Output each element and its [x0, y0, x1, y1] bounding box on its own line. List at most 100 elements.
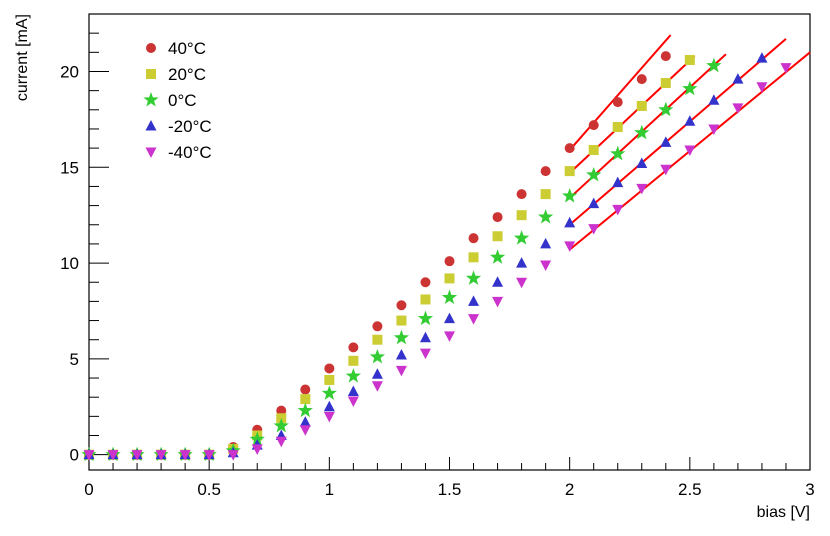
data-point-4: [540, 260, 552, 271]
data-point-3: [732, 73, 744, 84]
data-point-4: [179, 450, 191, 461]
data-point-1: [588, 145, 599, 156]
y-axis-title: current [mA]: [14, 14, 31, 101]
data-point-2: [369, 348, 386, 364]
data-point-3: [395, 349, 407, 360]
data-point-0: [348, 342, 359, 353]
data-point-3: [468, 295, 480, 306]
data-point-4: [444, 331, 455, 342]
fit-line-0: [568, 34, 672, 151]
data-point-2: [562, 188, 578, 203]
data-point-4: [732, 103, 744, 114]
data-point-1: [612, 122, 623, 133]
data-point-3: [660, 136, 672, 147]
legend-label-3: -20°C: [168, 117, 212, 136]
data-point-4: [323, 411, 335, 423]
x-tick-label: 0.5: [197, 480, 221, 499]
data-point-0: [540, 166, 551, 177]
data-point-3: [347, 385, 359, 396]
y-tick-label: 10: [60, 254, 79, 273]
data-point-4: [227, 450, 239, 461]
x-tick-labels: 0 0.5 1 1.5 2 2.5 3: [84, 480, 814, 499]
data-point-3: [708, 94, 720, 105]
x-tick-label: 3: [805, 480, 814, 499]
data-point-4: [155, 450, 167, 461]
data-point-3: [371, 368, 383, 379]
x-tick-label: 1: [325, 480, 334, 499]
legend-label-0: 40°C: [168, 39, 206, 58]
data-points: [81, 51, 792, 462]
data-point-2: [682, 80, 698, 96]
data-point-0: [276, 405, 287, 416]
data-point-3: [516, 257, 528, 268]
data-point-4: [588, 224, 600, 235]
data-point-0: [612, 97, 623, 108]
data-point-2: [658, 101, 674, 117]
y-tick-label: 5: [70, 350, 79, 369]
data-point-2: [249, 431, 265, 446]
data-point-4: [251, 444, 263, 455]
legend-marker-1: [146, 69, 156, 79]
data-point-1: [564, 166, 575, 177]
data-point-1: [300, 394, 311, 405]
data-point-2: [538, 209, 554, 224]
data-point-4: [756, 82, 768, 93]
data-point-2: [634, 124, 650, 140]
data-point-2: [345, 368, 361, 383]
data-point-2: [465, 270, 482, 285]
data-point-2: [417, 310, 434, 326]
legend: 40°C 20°C 0°C -20°C -40°C: [143, 39, 212, 162]
data-point-0: [660, 51, 671, 62]
data-point-1: [660, 77, 671, 88]
data-point-1: [396, 315, 407, 326]
legend-marker-2: [143, 92, 159, 107]
data-point-0: [396, 300, 407, 311]
data-point-3: [299, 416, 311, 427]
data-point-2: [393, 329, 410, 345]
data-point-1: [492, 231, 503, 242]
data-point-3: [323, 400, 335, 412]
data-point-0: [588, 120, 599, 131]
data-point-3: [564, 216, 576, 228]
data-point-4: [371, 381, 383, 392]
data-point-3: [419, 331, 431, 343]
data-point-1: [348, 355, 359, 366]
data-point-1: [684, 54, 695, 65]
y-tick-label: 20: [60, 62, 79, 81]
data-point-4: [780, 63, 792, 74]
x-tick-label: 2: [565, 480, 574, 499]
data-point-2: [297, 402, 313, 418]
data-point-2: [610, 145, 626, 161]
data-point-1: [516, 210, 527, 221]
fit-line-3: [569, 38, 787, 226]
data-point-4: [107, 450, 119, 461]
legend-label-1: 20°C: [168, 65, 206, 84]
data-point-0: [444, 256, 455, 267]
data-point-2: [586, 166, 602, 182]
data-point-4: [708, 124, 720, 135]
data-point-4: [468, 314, 480, 325]
data-point-0: [516, 189, 527, 200]
data-point-0: [564, 143, 575, 154]
data-point-3: [588, 197, 600, 209]
x-tick-label: 2.5: [678, 480, 702, 499]
legend-marker-0: [146, 43, 156, 53]
data-point-4: [203, 450, 215, 461]
data-point-0: [324, 363, 335, 374]
data-point-1: [420, 294, 431, 305]
axis-ticks: [88, 13, 811, 470]
y-tick-label: 15: [60, 158, 79, 177]
data-point-3: [492, 276, 504, 287]
data-point-2: [706, 57, 722, 73]
data-point-0: [420, 277, 431, 288]
data-point-3: [540, 237, 552, 249]
data-point-4: [612, 204, 624, 216]
data-point-1: [372, 334, 383, 345]
data-point-1: [324, 374, 335, 385]
y-tick-label: 0: [70, 446, 79, 465]
data-point-2: [441, 289, 458, 305]
fit-lines: [568, 34, 811, 251]
data-point-0: [468, 233, 479, 244]
data-point-4: [684, 145, 696, 157]
